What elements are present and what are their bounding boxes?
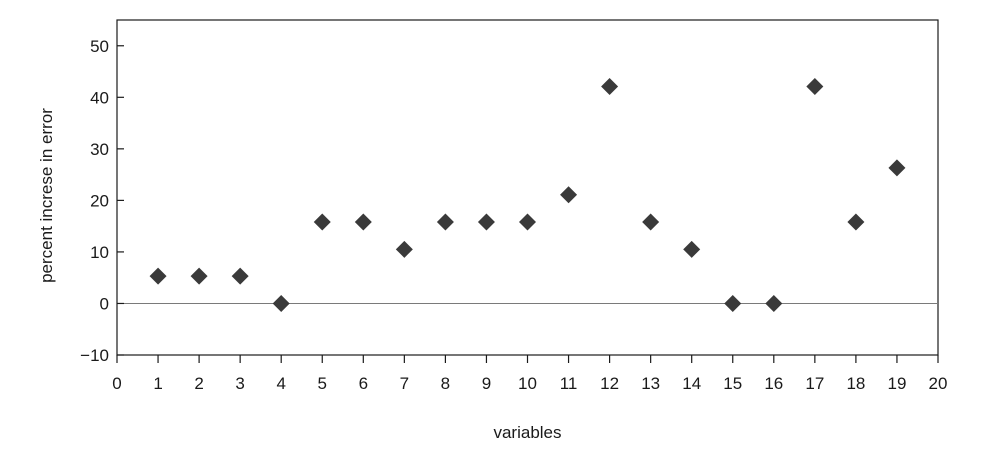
y-tick-label: 40: [90, 88, 109, 107]
x-tick-label: 3: [235, 374, 244, 393]
x-tick-label: 11: [560, 374, 578, 393]
data-point: [313, 213, 331, 231]
x-tick-label: 5: [318, 374, 327, 393]
data-point: [642, 213, 660, 231]
data-point: [231, 267, 249, 285]
data-point: [436, 213, 454, 231]
x-tick-label: 12: [600, 374, 619, 393]
x-tick-label: 8: [441, 374, 450, 393]
y-axis: −10 0 10 20 30 40 50: [80, 37, 124, 365]
data-point: [888, 159, 906, 177]
data-point: [395, 240, 413, 258]
y-tick-label: 10: [90, 243, 109, 262]
x-tick-label: 13: [641, 374, 660, 393]
data-point: [272, 294, 290, 312]
data-point: [601, 77, 619, 95]
data-point: [560, 186, 578, 204]
data-point: [765, 294, 783, 312]
data-point: [683, 240, 701, 258]
data-points: [149, 77, 906, 312]
data-point: [806, 77, 824, 95]
data-point: [190, 267, 208, 285]
data-point: [149, 267, 167, 285]
data-point: [847, 213, 865, 231]
x-tick-label: 18: [846, 374, 865, 393]
x-tick-label: 2: [194, 374, 203, 393]
x-tick-label: 1: [153, 374, 162, 393]
x-axis: 0 1 2 3 4 5 6 7 8 9 10 11 12 13 14 15 16 17 18 19 20: [112, 355, 947, 393]
y-tick-label: −10: [80, 346, 109, 365]
x-tick-label: 0: [112, 374, 121, 393]
x-tick-label: 7: [400, 374, 409, 393]
x-tick-label: 14: [682, 374, 701, 393]
data-point: [724, 294, 742, 312]
x-tick-label: 4: [276, 374, 285, 393]
x-tick-label: 20: [929, 374, 948, 393]
y-tick-label: 50: [90, 37, 109, 56]
x-tick-label: 15: [723, 374, 742, 393]
data-point: [477, 213, 495, 231]
plot-area: [116, 19, 939, 356]
x-tick-label: 19: [887, 374, 906, 393]
x-tick-label: 16: [764, 374, 783, 393]
y-tick-label: 0: [100, 294, 109, 313]
y-tick-label: 20: [90, 191, 109, 210]
x-tick-label: 9: [482, 374, 491, 393]
data-point: [354, 213, 372, 231]
plot-border: [116, 19, 939, 356]
data-point: [519, 213, 536, 231]
x-tick-label: 17: [805, 374, 824, 393]
x-tick-label: 6: [359, 374, 368, 393]
x-tick-label: 10: [518, 374, 537, 393]
y-axis-title: percent increse in error: [37, 108, 56, 283]
x-axis-title: variables: [493, 423, 561, 442]
y-tick-label: 30: [90, 140, 109, 159]
